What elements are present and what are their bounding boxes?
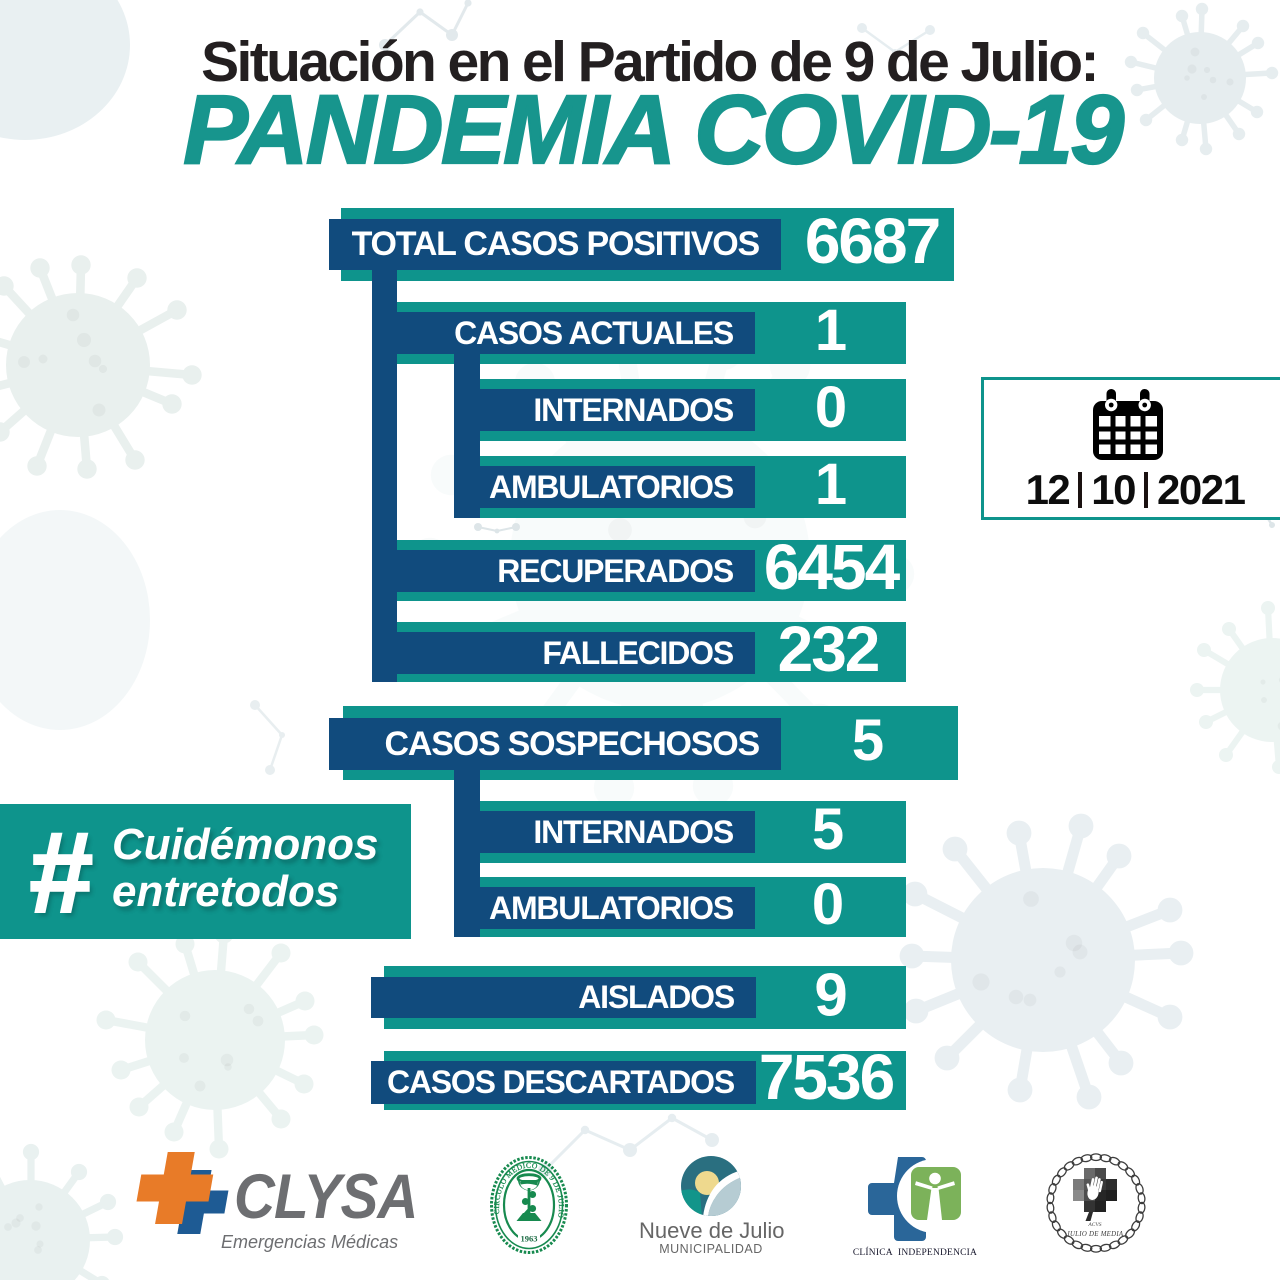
svg-text:JULIO DE MEDIA: JULIO DE MEDIA (1067, 1231, 1124, 1238)
svg-text:1963: 1963 (521, 1234, 538, 1244)
svg-text:ACVS: ACVS (1087, 1222, 1101, 1228)
